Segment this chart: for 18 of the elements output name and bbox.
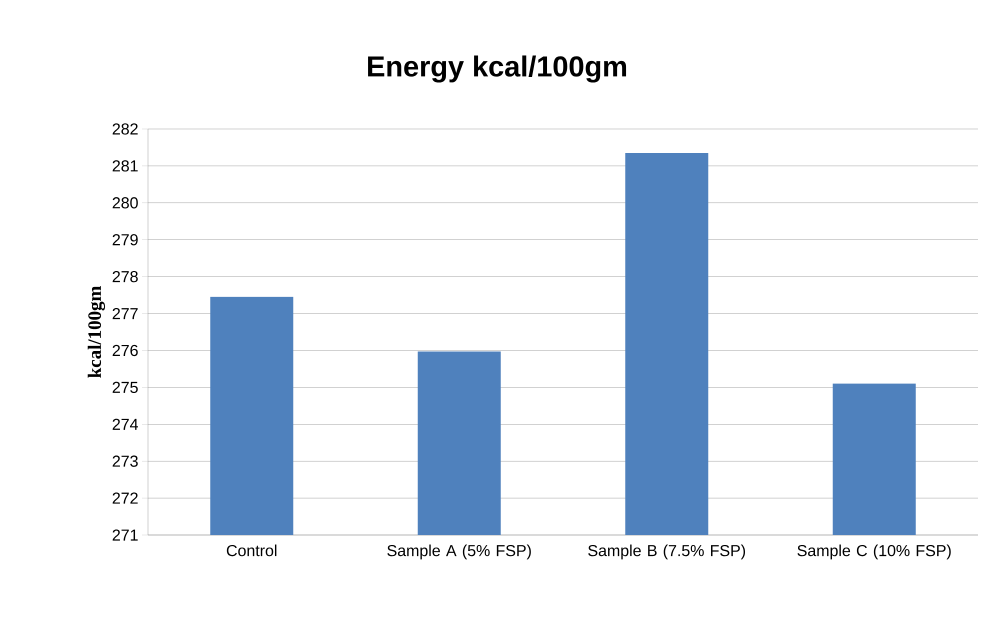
chart-title: Energy kcal/100gm (368, 55, 626, 83)
y-tick-label: 273 (112, 456, 138, 467)
y-tick-label: 271 (112, 529, 138, 541)
y-tick-label: 274 (112, 418, 138, 430)
y-tick-label: 278 (112, 270, 138, 282)
x-tick-label: Sample B (7.5% FSP) (588, 544, 746, 560)
y-tick-label: 272 (112, 492, 138, 504)
x-tick-label: Control (226, 544, 276, 556)
y-tick-label: 281 (112, 160, 138, 172)
x-tick-label: Sample C (10% FSP) (797, 544, 951, 560)
y-tick-label: 277 (112, 308, 138, 320)
y-tick-label: 279 (112, 234, 138, 246)
y-tick-label: 275 (112, 382, 138, 394)
y-axis-title: kcal/100gm (88, 286, 106, 378)
y-tick-label: 276 (112, 344, 138, 356)
y-tick-label: 280 (112, 197, 138, 208)
x-tick-label: Sample A (5% FSP) (387, 544, 531, 560)
y-tick-label: 282 (112, 123, 138, 135)
